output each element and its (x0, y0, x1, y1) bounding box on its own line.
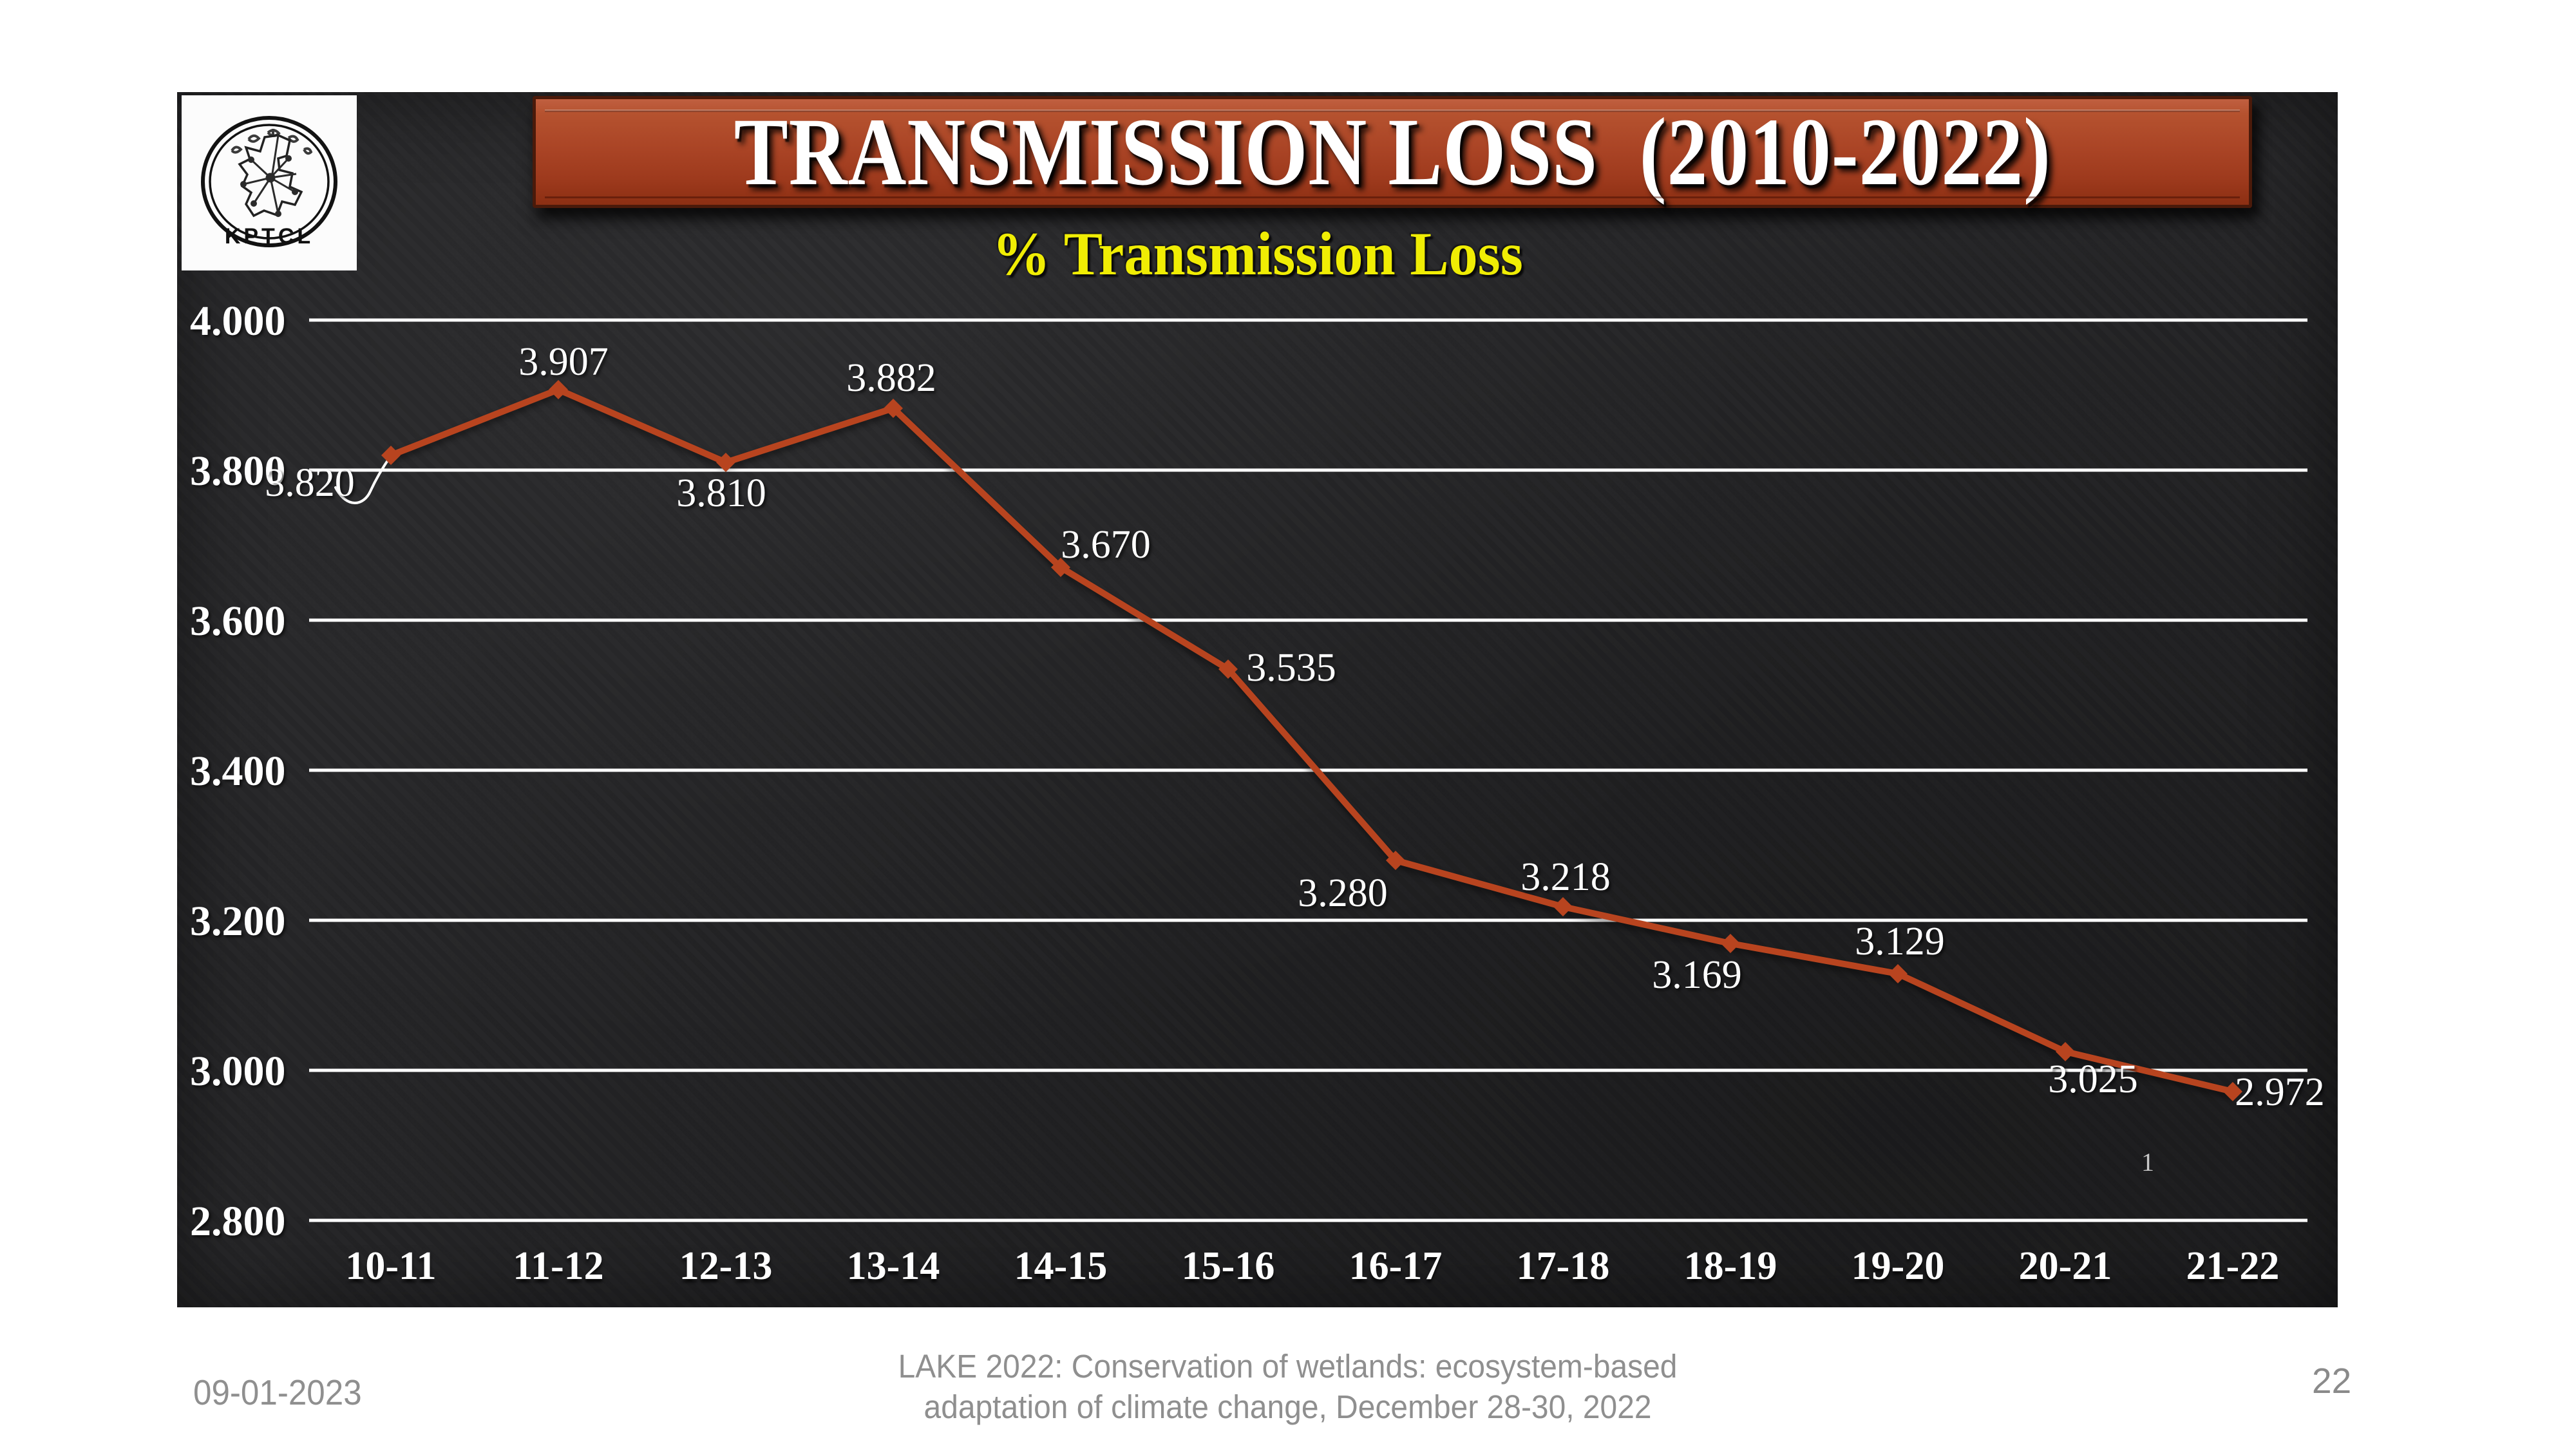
x-axis-category-label: 20-21 (2019, 1244, 2112, 1288)
x-axis-category-label: 16-17 (1349, 1244, 1443, 1288)
y-axis-tick-label: 3.000 (190, 1048, 286, 1095)
footer-date: 09-01-2023 (193, 1372, 362, 1412)
data-value-label: 2.972 (2235, 1070, 2325, 1114)
y-axis-tick-label: 2.800 (190, 1198, 286, 1245)
x-axis-category-label: 10-11 (345, 1244, 436, 1288)
slide-canvas: KPTCL TRANSMISSION LOSS (2010-2022) % Tr… (177, 92, 2338, 1307)
x-axis-category-label: 21-22 (2186, 1244, 2280, 1288)
data-point-marker (2056, 1042, 2075, 1061)
footer-caption: LAKE 2022: Conservation of wetlands: eco… (0, 1346, 2576, 1427)
data-point-marker (1051, 558, 1070, 577)
stray-digit: 1 (2141, 1148, 2154, 1177)
kptcl-logo: KPTCL (182, 95, 357, 270)
data-point-marker (1888, 964, 1908, 983)
x-axis-category-label: 19-20 (1852, 1244, 1945, 1288)
data-value-label: 3.280 (1298, 871, 1388, 915)
y-axis-tick-label: 3.800 (190, 448, 286, 495)
footer-caption-line2: adaptation of climate change, December 2… (924, 1388, 1652, 1425)
data-point-marker (381, 446, 401, 465)
kptcl-logo-text: KPTCL (225, 224, 314, 249)
data-value-label: 3.882 (846, 356, 936, 400)
data-label-leader-line (334, 455, 392, 504)
x-axis-category-label: 13-14 (847, 1244, 940, 1288)
data-value-label: 3.218 (1520, 855, 1611, 899)
title-banner: TRANSMISSION LOSS (2010-2022) (533, 96, 2252, 208)
kannada-script-marks (231, 129, 313, 155)
transmission-loss-line-chart: 4.000 3.800 3.600 3.400 3.200 3.000 2.800 3.820… (190, 298, 2325, 1288)
slide-title: TRANSMISSION LOSS (2010-2022) (734, 99, 2051, 205)
data-point-marker (716, 453, 735, 472)
data-value-label: 3.025 (2048, 1057, 2138, 1101)
data-value-label: 3.810 (676, 471, 766, 515)
data-value-label: 3.129 (1855, 920, 1945, 963)
data-point-marker (884, 399, 903, 418)
page-number: 22 (2312, 1361, 2352, 1401)
footer-caption-line1: LAKE 2022: Conservation of wetlands: eco… (898, 1348, 1678, 1385)
y-axis-tick-label: 3.600 (190, 598, 286, 645)
data-value-label: 3.169 (1652, 953, 1742, 997)
x-axis-category-label: 17-18 (1517, 1244, 1610, 1288)
kptcl-emblem-graphic: KPTCL (201, 116, 337, 249)
data-value-label: 3.535 (1246, 646, 1336, 690)
x-axis-category-label: 11-12 (513, 1244, 603, 1288)
x-axis-category-label: 18-19 (1684, 1244, 1777, 1288)
x-axis-category-label: 15-16 (1182, 1244, 1275, 1288)
data-value-label: 3.670 (1061, 523, 1151, 567)
data-point-marker (1386, 851, 1405, 870)
chart-title: % Transmission Loss (992, 220, 1523, 288)
y-axis-tick-label: 3.400 (190, 748, 286, 795)
subtitle-row: % Transmission Loss (177, 218, 2338, 289)
karnataka-map-outline (238, 134, 303, 218)
x-axis-category-label: 12-13 (679, 1244, 773, 1288)
data-point-marker (549, 380, 568, 399)
y-axis-tick-label: 4.000 (190, 298, 286, 345)
y-axis-tick-label: 3.200 (190, 898, 286, 945)
data-point-marker (1553, 897, 1573, 916)
series-line (388, 386, 2236, 1095)
data-value-label: 3.907 (518, 340, 609, 384)
data-point-marker (2223, 1082, 2242, 1101)
data-value-label: 3.820 (265, 461, 355, 505)
transmission-network-lines (240, 135, 298, 217)
x-axis-category-label: 14-15 (1014, 1244, 1108, 1288)
data-point-marker (1721, 934, 1740, 953)
data-point-marker (1218, 659, 1238, 679)
